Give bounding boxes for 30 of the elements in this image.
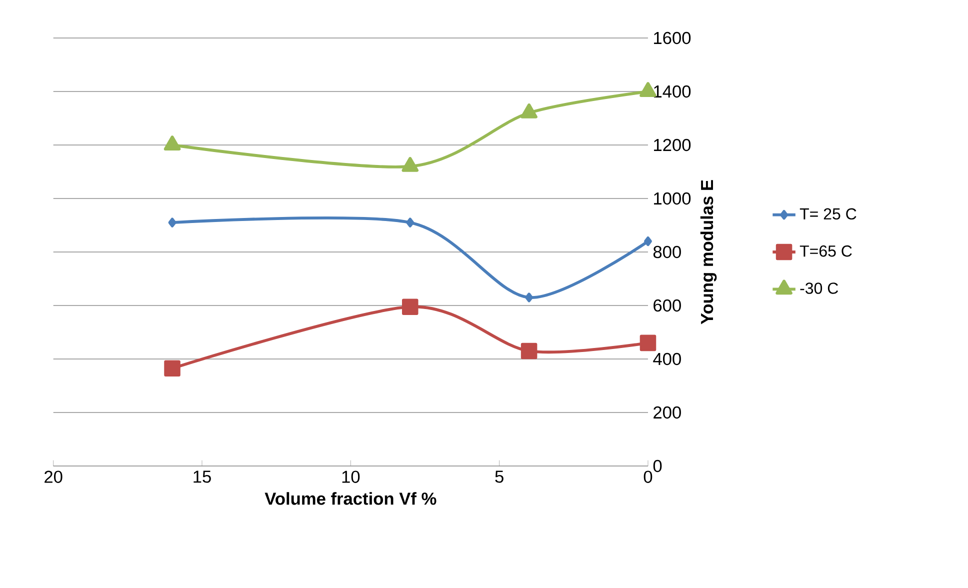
x-tick-label: 10 (342, 470, 360, 483)
x-tick-label: 20 (44, 470, 62, 483)
point (640, 334, 656, 352)
y-tick-label: 600 (654, 299, 681, 312)
legend-label: T= 25 C (800, 208, 856, 220)
y-tick-label: 1200 (654, 138, 691, 152)
y-tick-label: 400 (653, 352, 681, 366)
point (164, 136, 181, 150)
point (402, 298, 418, 315)
y-tick-label: 800 (653, 246, 681, 258)
point (406, 218, 414, 228)
y-tick-label: 200 (654, 406, 681, 419)
x-axis-title: Volume fraction Vf % (264, 492, 436, 505)
point (525, 292, 534, 302)
y-tick-label: 1400 (654, 85, 691, 98)
point (520, 103, 538, 118)
legend-label: T=65 C (800, 245, 852, 257)
y-tick-label: 0 (653, 460, 662, 472)
point (402, 156, 419, 172)
y-axis-title: Young modulas E (700, 180, 717, 324)
y-tick-label: 1000 (654, 192, 691, 205)
legend-label: -30 C (800, 282, 838, 294)
point (520, 342, 538, 360)
y-tick-label: 1600 (654, 32, 691, 44)
point (164, 360, 180, 376)
x-tick-label: 0 (644, 470, 652, 483)
point (644, 236, 652, 246)
x-tick-label: 15 (194, 470, 211, 483)
point (168, 218, 176, 228)
x-tick-label: 5 (495, 470, 504, 483)
